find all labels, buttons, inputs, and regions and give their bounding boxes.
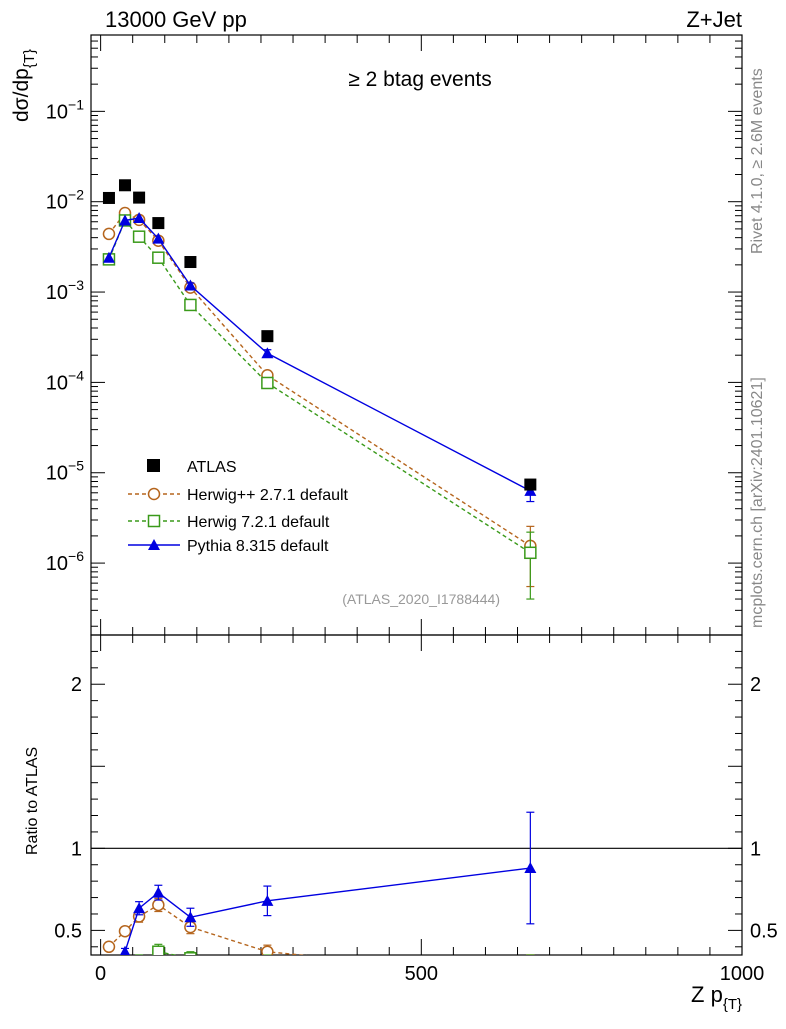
x-tick-label: 1000	[720, 963, 765, 985]
main-herwig-7-2-1-default-point	[524, 546, 537, 560]
legend-pythia-label: Pythia 8.315 default	[187, 538, 329, 555]
ratio-herwig-2-7-1-default-point	[152, 898, 165, 912]
main-herwig-7-2-1-default-errorbar	[526, 531, 535, 600]
legend: ATLAS Herwig++ 2.7.1 default Herwig 7.2.…	[128, 459, 349, 555]
legend-atlas-marker	[147, 459, 160, 472]
ratio-herwig-7-2-1-default-errorbar	[526, 954, 535, 955]
mcplots-label: mcplots.cern.ch [arXiv:2401.10621]	[749, 377, 766, 628]
x-axis-title: Z p{T}	[691, 982, 742, 1013]
x-tick-label: 500	[405, 963, 438, 985]
ratio-herwig-7-2-1-default-point	[134, 958, 145, 969]
main-pythia-8-315-default-point	[184, 279, 197, 291]
main-y-axis-title: dσ/dp{T}	[10, 49, 38, 122]
main-atlas-point	[118, 179, 131, 192]
ratio-y-tick-label-right: 2	[750, 674, 761, 696]
ratio-herwig-7-2-1-default-point	[152, 945, 165, 955]
main-y-tick-label: 10−6	[46, 548, 84, 575]
legend-herwig7-label: Herwig 7.2.1 default	[187, 514, 330, 531]
main-atlas-point	[184, 256, 197, 269]
main-series-layer	[102, 179, 537, 600]
main-herwig-7-2-1-default-point	[261, 376, 274, 390]
main-pythia-8-315-default-point	[102, 251, 115, 263]
ratio-y-tick-label: 0.5	[54, 920, 82, 942]
ratio-y-tick-label-right: 1	[750, 838, 761, 860]
process-label: Z+Jet	[686, 7, 742, 32]
main-herwig-7-2-1-default-point	[132, 230, 146, 243]
main-pythia-8-315-default-point	[261, 347, 274, 359]
ratio-herwig-2-7-1-default-point	[525, 972, 536, 983]
ratio-herwig-2-7-1-default-line	[108, 904, 308, 955]
ratio-plot-frame	[90, 634, 743, 956]
main-atlas-point	[102, 191, 115, 204]
ratio-pythia-8-315-default-point	[152, 886, 165, 898]
ratio-pythia-8-315-default-line	[122, 867, 531, 955]
main-herwig-7-2-1-default-point	[184, 298, 197, 312]
legend-herwigpp-label: Herwig++ 2.7.1 default	[187, 487, 349, 504]
ratio-herwig-7-2-1-default-point	[119, 961, 130, 972]
ratio-series-layer	[102, 811, 537, 988]
ratio-pythia-8-315-default-point	[119, 945, 131, 955]
x-axis-title-sub: {T}	[723, 996, 742, 1013]
ratio-y-tick-label-right: 0.5	[750, 920, 778, 942]
legend-atlas-label: ATLAS	[187, 459, 237, 476]
analysis-id-label: (ATLAS_2020_I1788444)	[342, 591, 500, 607]
main-axis-ticks: 10−6 10−5 10−4 10−3 10−2 10−1	[46, 35, 743, 635]
main-pythia-8-315-default-line	[108, 217, 531, 492]
selection-label: ≥ 2 btag events	[348, 68, 491, 91]
ratio-pythia-8-315-default-point	[133, 902, 146, 914]
main-pythia-8-315-default-point	[152, 232, 165, 244]
main-pythia-8-315-default-point	[133, 212, 146, 224]
main-pythia-8-315-default-point	[118, 214, 131, 226]
rivet-version-label: Rivet 4.1.0, ≥ 2.6M events	[749, 68, 766, 254]
main-y-tick-label: 10−4	[46, 367, 84, 394]
main-atlas-point	[133, 191, 146, 204]
legend-herwig7-marker	[147, 514, 161, 528]
main-y-tick-label: 10−5	[46, 458, 84, 485]
main-y-tick-label: 10−2	[46, 187, 84, 214]
ratio-y-tick-label: 2	[71, 674, 82, 696]
ratio-y-axis-title: Ratio to ATLAS	[24, 747, 41, 855]
main-herwig-7-2-1-default-point	[152, 251, 165, 264]
main-y-axis-title-sub: {T}	[21, 49, 38, 68]
ratio-y-tick-label: 1	[71, 838, 82, 860]
main-atlas-point	[152, 217, 165, 230]
ratio-herwig-2-7-1-default-point	[102, 940, 116, 954]
ratio-herwig-7-2-1-default-point	[184, 952, 197, 955]
ratio-herwig-7-2-1-default-line	[151, 950, 178, 955]
main-atlas-point	[524, 478, 537, 491]
ratio-pythia-8-315-default-point	[261, 894, 274, 906]
energy-label: 13000 GeV pp	[105, 7, 247, 32]
legend-pythia-marker	[148, 539, 160, 550]
x-axis-title-text: Z p	[691, 982, 723, 1007]
main-y-tick-label: 10−3	[46, 277, 84, 304]
main-y-tick-label: 10−1	[46, 96, 84, 123]
ratio-herwig-2-7-1-default-point	[261, 945, 274, 955]
legend-herwigpp-marker	[147, 487, 161, 501]
x-tick-label: 0	[95, 963, 106, 985]
ratio-herwig-7-2-1-default-point	[525, 977, 536, 988]
ratio-pythia-8-315-default-point	[184, 911, 197, 923]
ratio-herwig-7-2-1-default-point	[262, 958, 273, 969]
ratio-herwig-2-7-1-default-point	[118, 924, 132, 938]
main-y-axis-title-text: dσ/dp	[10, 68, 33, 122]
ratio-herwig-7-2-1-default-errorbar	[120, 954, 129, 955]
main-herwig-2-7-1-default-point	[102, 227, 116, 241]
main-atlas-point	[261, 330, 274, 343]
ratio-axis-ticks: 0 500 1000 0.5 0.5 1 1 2 2	[54, 635, 778, 985]
ratio-pythia-8-315-default-point	[524, 862, 537, 874]
